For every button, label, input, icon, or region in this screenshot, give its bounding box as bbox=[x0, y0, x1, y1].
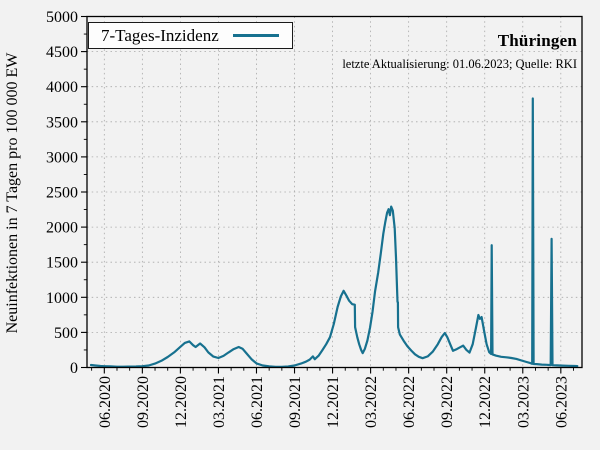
legend-line-sample bbox=[232, 33, 279, 38]
x-tick-label: 12.2022 bbox=[477, 376, 494, 428]
x-tick-label: 09.2022 bbox=[439, 376, 456, 428]
x-tick-label: 06.2021 bbox=[249, 376, 266, 428]
x-tick-label: 06.2020 bbox=[97, 376, 114, 428]
x-tick-label: 06.2023 bbox=[553, 376, 570, 428]
x-tick-label: 09.2021 bbox=[287, 376, 304, 428]
chart-title: Thüringen bbox=[497, 31, 577, 50]
y-tick-label: 0 bbox=[70, 360, 78, 377]
x-tick-label: 03.2021 bbox=[211, 376, 228, 428]
y-tick-label: 3500 bbox=[46, 114, 78, 131]
y-tick-label: 1000 bbox=[46, 290, 78, 307]
incidence-line bbox=[89, 97, 579, 368]
chart-subtitle: letzte Aktualisierung: 01.06.2023; Quell… bbox=[342, 57, 577, 71]
x-tick-label: 12.2021 bbox=[325, 376, 342, 428]
x-tick-label: 09.2020 bbox=[135, 376, 152, 428]
y-tick-label: 2500 bbox=[46, 185, 78, 202]
x-tick-label: 03.2023 bbox=[515, 376, 532, 428]
y-axis-label: Neuinfektionen in 7 Tagen pro 100 000 EW bbox=[4, 52, 21, 334]
x-tick-label: 06.2022 bbox=[401, 376, 418, 428]
legend-box: 7-Tages-Inzidenz bbox=[88, 22, 293, 49]
y-tick-label: 3000 bbox=[46, 149, 78, 166]
y-tick-label: 1500 bbox=[46, 255, 78, 272]
y-tick-label: 4500 bbox=[46, 44, 78, 61]
x-tick-label: 03.2022 bbox=[363, 376, 380, 428]
y-tick-label: 5000 bbox=[46, 9, 78, 26]
y-tick-label: 2000 bbox=[46, 220, 78, 237]
plot-border bbox=[86, 15, 583, 369]
legend-label: 7-Tages-Inzidenz bbox=[101, 25, 219, 45]
y-tick-label: 500 bbox=[54, 325, 78, 342]
y-tick-label: 4000 bbox=[46, 79, 78, 96]
x-tick-label: 12.2020 bbox=[173, 376, 190, 428]
